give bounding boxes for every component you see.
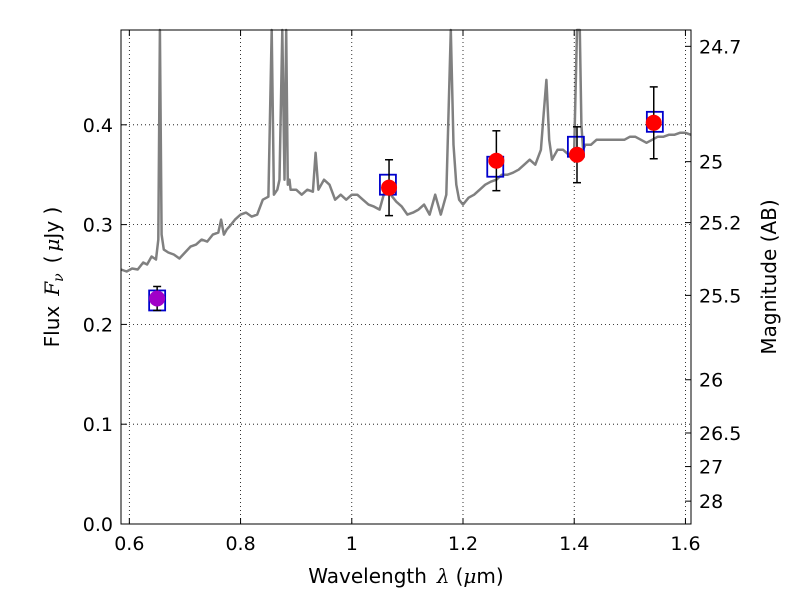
observed-point-0 (149, 290, 166, 307)
plot-frame (120, 29, 692, 525)
x-axis-title-unit-rest: m) (476, 564, 503, 588)
y-tick-label-2: 0.2 (83, 314, 113, 336)
model-spectrum (120, 28, 692, 273)
observed-point-1 (381, 179, 398, 196)
x-tick-label-0: 0.6 (114, 533, 144, 555)
y-axis-title-unit-mu: μ (40, 239, 64, 252)
x-axis-title-unit-open: ( (456, 564, 464, 588)
axis-ticks: 0.6 0.8 1 1.2 1.4 1.6 0.0 0.1 0.2 0.3 0.4 24.7 25 25.… (83, 30, 741, 555)
x-tick-label-5: 1.6 (670, 533, 700, 555)
x-tick-label-4: 1.4 (559, 533, 589, 555)
y2-axis-title: Magnitude (AB) (757, 199, 781, 354)
y2-tick-label-0: 24.7 (699, 36, 741, 58)
spectrum-line (120, 28, 692, 273)
y-axis-title-subscript: ν (51, 273, 67, 282)
x-tick-label-1: 0.8 (225, 533, 255, 555)
y2-tick-label-7: 28 (699, 491, 723, 513)
y-tick-label-0: 0.0 (83, 514, 113, 536)
y-tick-label-1: 0.1 (83, 414, 113, 436)
y-axis-title-unit-rest: Jy ) (40, 207, 64, 241)
observed-point-4 (645, 114, 662, 131)
y-axis-title-unit-open: ( (40, 256, 64, 264)
y-axis-title-text: Flux (40, 306, 64, 348)
y2-tick-label-1: 25 (699, 152, 723, 174)
y2-tick-label-4: 26 (699, 370, 723, 392)
x-axis-title-unit-mu: μ (463, 564, 476, 588)
y2-tick-label-5: 26.5 (699, 423, 741, 445)
y2-tick-label-2: 25.2 (699, 213, 741, 235)
observed-point-2 (488, 152, 505, 169)
y2-tick-label-6: 27 (699, 457, 723, 479)
y2-tick-label-3: 25.5 (699, 285, 741, 307)
data-points (148, 86, 664, 312)
y-tick-label-4: 0.4 (83, 115, 113, 137)
x-axis-title: Wavelength λ (μm) (308, 564, 503, 588)
grid-lines (121, 30, 691, 524)
x-tick-label-2: 1 (346, 533, 358, 555)
y-tick-label-3: 0.3 (83, 215, 113, 237)
x-axis-title-symbol: λ (436, 564, 450, 588)
y-axis-title-symbol: F (40, 281, 64, 297)
observed-point-3 (569, 146, 585, 163)
y-axis-title: Flux Fν ( μJy ) (40, 207, 67, 348)
x-axis-title-text: Wavelength (308, 564, 427, 588)
x-tick-label-3: 1.2 (448, 533, 478, 555)
